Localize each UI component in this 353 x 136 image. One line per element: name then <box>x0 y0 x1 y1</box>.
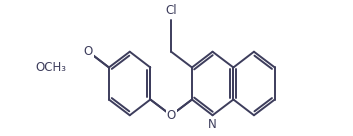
Text: Cl: Cl <box>165 4 177 17</box>
Text: N: N <box>208 118 217 131</box>
Text: O: O <box>84 45 93 58</box>
Text: O: O <box>167 109 176 122</box>
Text: OCH₃: OCH₃ <box>35 61 66 74</box>
